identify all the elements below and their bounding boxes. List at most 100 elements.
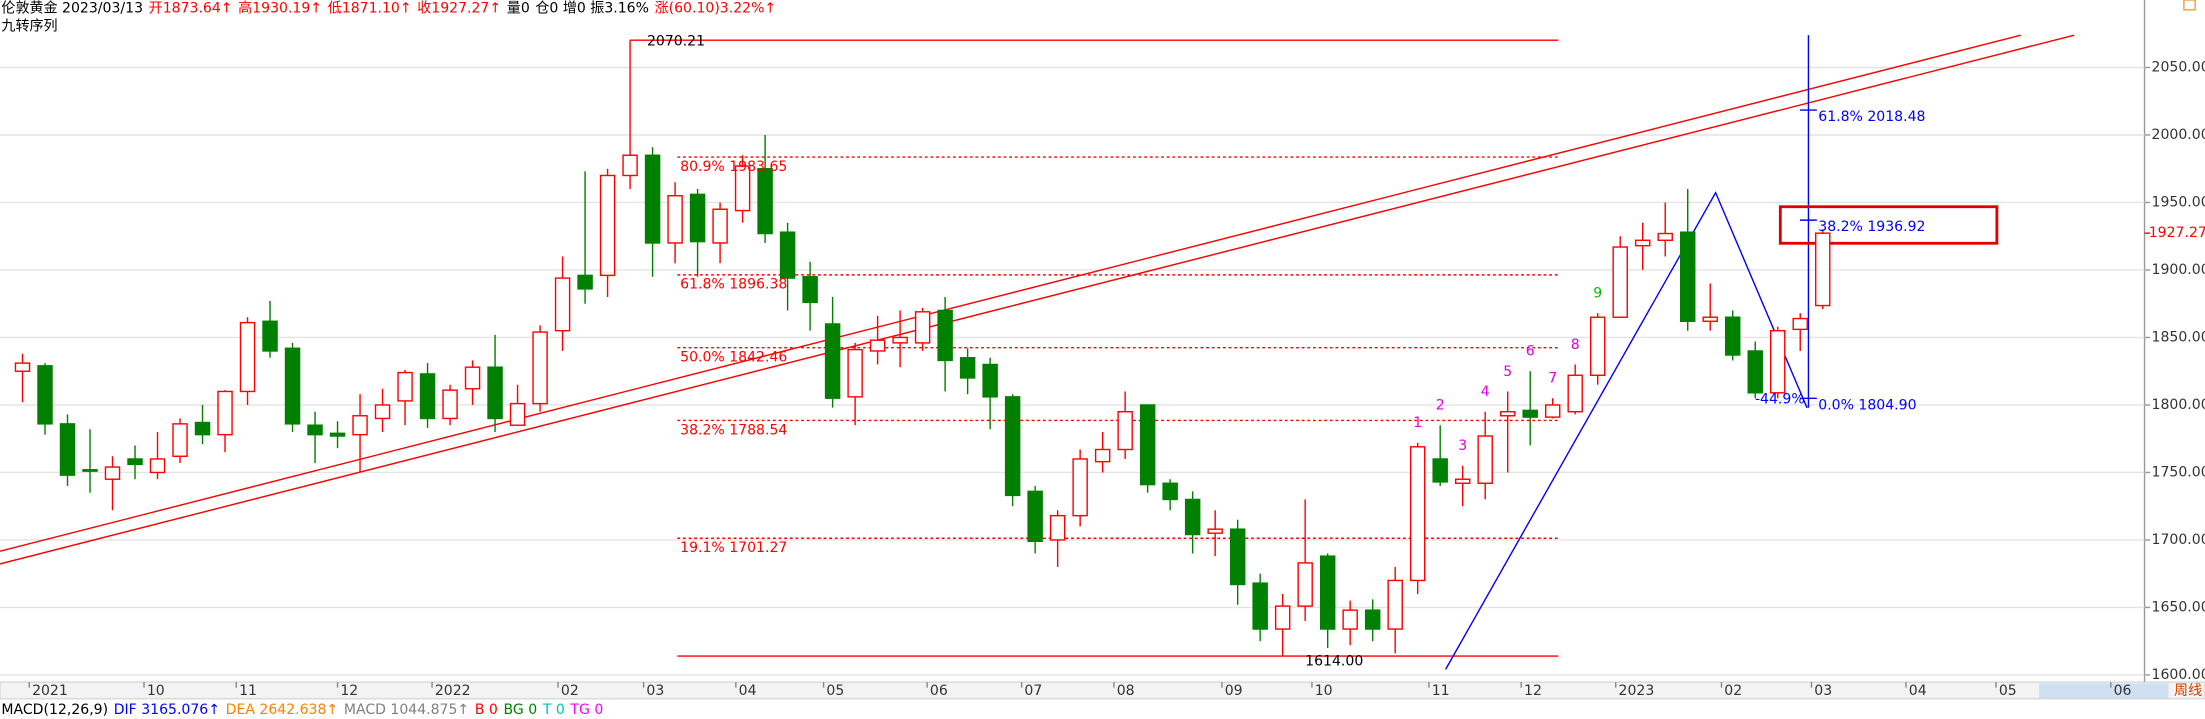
corner-icon[interactable] — [2183, 0, 2196, 11]
x-tick-label: 10 — [1315, 683, 1333, 699]
macd-line: MACD(12,26,9) DIF 3165.076↑ DEA 2642.638↑ M… — [1, 702, 603, 718]
candle-body — [127, 458, 143, 466]
candle-body — [1274, 605, 1291, 630]
candle-body — [937, 309, 953, 362]
candle-body — [352, 415, 368, 436]
channel-line — [0, 34, 2075, 565]
y-tick-label: 2000.00 — [2152, 127, 2205, 143]
x-tick-label: 10 — [147, 683, 165, 699]
candle-body — [1702, 316, 1718, 322]
candle-body — [802, 276, 818, 304]
candle-body — [149, 458, 166, 474]
candle-body — [1387, 579, 1403, 630]
candle-body — [757, 168, 773, 235]
candle-body — [1049, 514, 1066, 541]
time-highlight — [2039, 683, 2169, 699]
text-segment: 伦敦黄金 2023/03/13 — [1, 0, 143, 16]
candle-body — [1184, 498, 1201, 536]
candle-body — [374, 404, 391, 420]
td-count: 4 — [1481, 384, 1490, 400]
fib-label: 38.2% 1788.54 — [680, 422, 787, 438]
candle-body — [1477, 435, 1493, 484]
x-tick-label: 03 — [646, 683, 664, 699]
candle-body — [487, 366, 503, 420]
candle-body — [1815, 232, 1831, 307]
candle-body — [59, 423, 76, 476]
candle-body — [1454, 478, 1471, 484]
candle-body — [464, 366, 481, 390]
y-tick-label: 1650.00 — [2152, 599, 2205, 615]
candle-body — [1229, 528, 1246, 586]
x-tick-label: 03 — [1814, 683, 1832, 699]
candle-body — [1567, 374, 1583, 413]
candle-body — [914, 311, 931, 344]
text-segment: 仓0 增0 振3.16% — [535, 0, 649, 16]
indicator-name: 九转序列 — [1, 19, 57, 35]
text-segment: MACD 1044.875↑ — [344, 702, 469, 718]
candle-body — [689, 193, 706, 243]
candle-body — [509, 402, 526, 426]
text-segment: DIF 3165.076↑ — [114, 702, 220, 718]
candle-body — [284, 347, 301, 425]
candle-body — [1634, 239, 1651, 247]
td-count: 2 — [1436, 398, 1445, 414]
candle-body — [37, 365, 53, 425]
candle-body — [14, 362, 31, 372]
blue-fib-label: 61.8% 2018.48 — [1818, 109, 1925, 125]
candle-body — [442, 389, 458, 420]
time-axis-bar — [0, 681, 2205, 700]
candle-body — [667, 195, 683, 244]
candle-body — [532, 331, 548, 405]
last-price-label: 1927.27 — [2149, 225, 2205, 241]
x-tick-label: 09 — [1225, 683, 1243, 699]
x-tick-label: 05 — [826, 683, 844, 699]
text-segment: B 0 — [475, 702, 498, 718]
td-count: 9 — [1593, 285, 1602, 301]
candle-body — [194, 421, 211, 436]
td-count: 7 — [1548, 371, 1557, 387]
candle-body — [847, 348, 863, 398]
candle-body — [1657, 232, 1673, 241]
fib-label: 50.0% 1842.46 — [680, 349, 787, 365]
x-tick-label: 04 — [1909, 683, 1927, 699]
candle-body — [959, 357, 976, 379]
candle-body — [239, 321, 256, 393]
x-tick-label: 11 — [1432, 683, 1450, 699]
text-segment: 低1871.10↑ — [328, 0, 412, 16]
fib-label: 80.9% 1983.65 — [680, 159, 787, 175]
candle-body — [1792, 317, 1808, 331]
candle-body — [1297, 562, 1313, 607]
candle-body — [1589, 316, 1606, 376]
x-tick-label: 12 — [1524, 683, 1542, 699]
candle-body — [307, 424, 323, 436]
candle-body — [1319, 555, 1336, 630]
x-tick-label: 06 — [2114, 683, 2132, 699]
candle-body — [1207, 528, 1223, 534]
text-segment: T 0 — [542, 702, 565, 718]
candle-body — [217, 390, 233, 436]
text-segment: BG 0 — [504, 702, 538, 718]
text-segment: MACD(12,26,9) — [1, 702, 108, 718]
text-segment: TG 0 — [569, 702, 603, 718]
y-tick-label: 1950.00 — [2152, 194, 2205, 210]
candle-body — [1364, 609, 1381, 630]
candle-body — [779, 231, 796, 279]
x-tick-label: 07 — [1024, 683, 1042, 699]
x-tick-label: 05 — [1999, 683, 2017, 699]
candle-body — [419, 373, 436, 420]
candle-body — [712, 208, 728, 244]
labels: 1600.001650.001700.001750.001800.001850.… — [32, 34, 2205, 700]
blue-fib-label: 0.0% 1804.90 — [1818, 397, 1916, 413]
candle-body — [262, 320, 278, 352]
y-tick-label: 2050.00 — [2152, 59, 2205, 75]
y-tick-label: 1700.00 — [2152, 532, 2205, 548]
candle-body — [1724, 316, 1741, 356]
candle-body — [1522, 409, 1538, 418]
y-tick-label: 1750.00 — [2152, 464, 2205, 480]
candle-body — [1544, 404, 1561, 418]
candle-body — [869, 339, 886, 352]
candle-body — [644, 154, 661, 244]
candle-body — [1432, 458, 1448, 483]
candle-body — [1499, 411, 1516, 417]
candle-body — [1027, 490, 1043, 543]
